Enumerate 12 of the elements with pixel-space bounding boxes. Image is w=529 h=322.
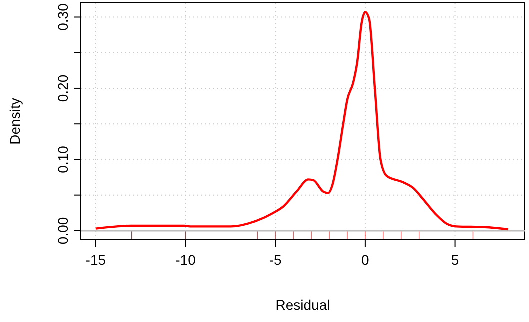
y-axis-title: Density: [7, 98, 23, 145]
x-tick-label: -15: [86, 252, 106, 268]
x-axis-title: Residual: [276, 297, 330, 313]
x-tick-label: -10: [176, 252, 196, 268]
x-tick-label: 5: [451, 252, 460, 268]
x-tick-label: 0: [362, 252, 370, 268]
y-tick-label: 0.10: [55, 146, 71, 174]
line-series: [94, 11, 510, 231]
y-tick-label: 0.30: [55, 3, 71, 31]
x-tick-label: -5: [269, 252, 282, 268]
y-tick-label: 0.20: [55, 74, 71, 102]
y-tick-label: 0.00: [55, 217, 71, 245]
